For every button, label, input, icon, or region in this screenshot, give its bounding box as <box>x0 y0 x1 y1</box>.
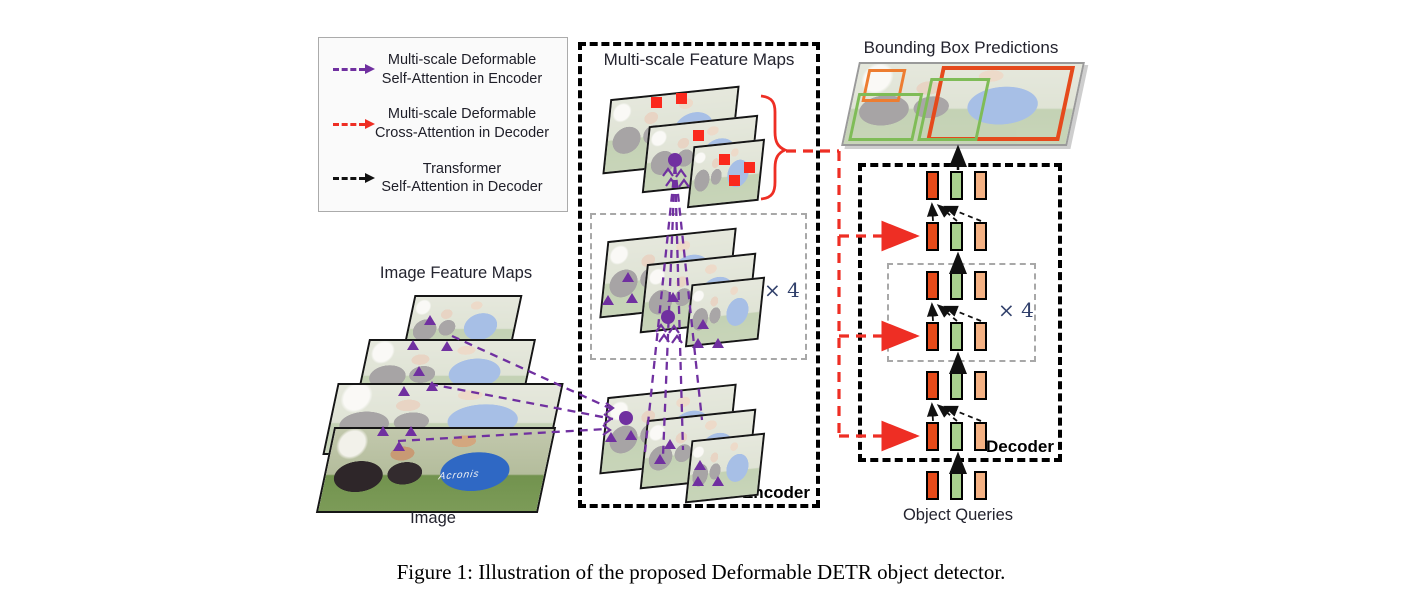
red-dashed-arrow-icon <box>333 118 375 129</box>
query-token-peach <box>974 422 987 451</box>
query-token-red <box>926 271 939 300</box>
object-queries-row <box>926 471 987 500</box>
encoder-box: Multi-scale Feature Maps Encoder <box>578 42 820 508</box>
legend-item-self-attention-decoder: Transformer Self-Attention in Decoder <box>327 160 559 197</box>
query-token-red <box>926 171 939 200</box>
legend-item-cross-attention-decoder: Multi-scale Deformable Cross-Attention i… <box>327 105 559 142</box>
encoder-multiplier: × 4 <box>764 278 800 302</box>
sampling-point-square <box>744 162 755 173</box>
sampling-point-triangle <box>667 292 679 302</box>
query-token-green <box>950 371 963 400</box>
encoder-title: Multi-scale Feature Maps <box>603 50 795 69</box>
sampling-point-triangle <box>413 366 425 376</box>
query-token-green <box>950 222 963 251</box>
photo <box>318 429 554 511</box>
legend-line: Cross-Attention in Decoder <box>374 125 550 141</box>
sampling-point-square <box>693 130 704 141</box>
bbox-green <box>848 92 924 141</box>
sampling-point-square <box>729 175 740 186</box>
sampling-point-triangle <box>664 439 676 449</box>
decoder-token-row <box>926 222 987 251</box>
image-feature-maps-label: Image Feature Maps <box>379 264 533 282</box>
input-image-photo: Acronis <box>315 427 557 513</box>
query-token-peach <box>974 322 987 351</box>
decoder-token-row <box>926 322 987 351</box>
bbox-predictions-title: Bounding Box Predictions <box>863 38 1059 57</box>
query-token-peach <box>974 171 987 200</box>
ms-feature-plane <box>686 138 766 209</box>
query-token-green <box>950 322 963 351</box>
sampling-point-square <box>651 97 662 108</box>
query-token-peach <box>974 271 987 300</box>
legend-label: Multi-scale Deformable Self-Attention in… <box>365 51 559 88</box>
decoder-token-row <box>926 171 987 200</box>
query-token-red <box>926 471 939 500</box>
sampling-point-triangle <box>426 381 438 391</box>
image-label: Image <box>410 509 456 527</box>
query-token-green <box>950 422 963 451</box>
query-token-green <box>950 171 963 200</box>
black-dashed-arrow-icon <box>333 172 375 183</box>
sampling-point-triangle <box>694 460 706 470</box>
decoder-multiplier: × 4 <box>998 298 1034 322</box>
sampling-point-triangle <box>407 340 419 350</box>
decoder-token-row <box>926 422 987 451</box>
decoder-box-label: Decoder <box>985 437 1054 456</box>
decoder-token-row <box>926 371 987 400</box>
ms-feature-plane <box>684 276 766 348</box>
sampling-point-triangle <box>626 293 638 303</box>
sampling-point-triangle <box>393 441 405 451</box>
sampling-point-triangle <box>398 386 410 396</box>
query-token-red <box>926 322 939 351</box>
query-token-peach <box>974 222 987 251</box>
sampling-point-triangle <box>605 432 617 442</box>
legend-line: Self-Attention in Encoder <box>381 70 543 87</box>
figure-caption: Figure 1: Illustration of the proposed D… <box>396 560 1006 584</box>
sampling-point-triangle <box>441 341 453 351</box>
bbox-prediction-image <box>841 62 1085 146</box>
decoder-token-row <box>926 271 987 300</box>
object-queries-label: Object Queries <box>902 506 1014 524</box>
sampling-point-triangle <box>622 272 634 282</box>
faded-photo <box>689 140 763 207</box>
sampling-point-triangle <box>405 426 417 436</box>
query-token-green <box>950 271 963 300</box>
query-token-green <box>950 471 963 500</box>
sampling-point-triangle <box>424 315 436 325</box>
query-token-red <box>926 222 939 251</box>
query-token-peach <box>974 371 987 400</box>
legend-line: Self-Attention in Decoder <box>381 179 543 196</box>
legend-line: Multi-scale Deformable <box>387 52 537 68</box>
legend: Multi-scale Deformable Self-Attention in… <box>318 37 568 212</box>
legend-label: Transformer Self-Attention in Decoder <box>365 160 559 197</box>
faded-photo <box>687 278 763 346</box>
sampling-point-triangle <box>697 319 709 329</box>
query-token-peach <box>974 471 987 500</box>
legend-line: Multi-scale Deformable <box>387 106 537 123</box>
sampling-point-triangle <box>692 476 704 486</box>
sampling-point-square <box>719 154 730 165</box>
query-token-red <box>926 371 939 400</box>
purple-dashed-arrow-icon <box>333 64 375 75</box>
legend-line: Transformer <box>422 160 502 177</box>
sampling-point-triangle <box>692 338 704 348</box>
sampling-point-triangle <box>712 338 724 348</box>
legend-label: Multi-scale Deformable Cross-Attention i… <box>365 105 559 142</box>
sampling-point-triangle <box>712 476 724 486</box>
sampling-point-square <box>676 93 687 104</box>
sampling-point-triangle <box>602 295 614 305</box>
legend-item-self-attention-encoder: Multi-scale Deformable Self-Attention in… <box>327 51 559 88</box>
sampling-point-triangle <box>625 430 637 440</box>
sampling-point-triangle <box>654 454 666 464</box>
sampling-point-triangle <box>377 426 389 436</box>
query-token-red <box>926 422 939 451</box>
